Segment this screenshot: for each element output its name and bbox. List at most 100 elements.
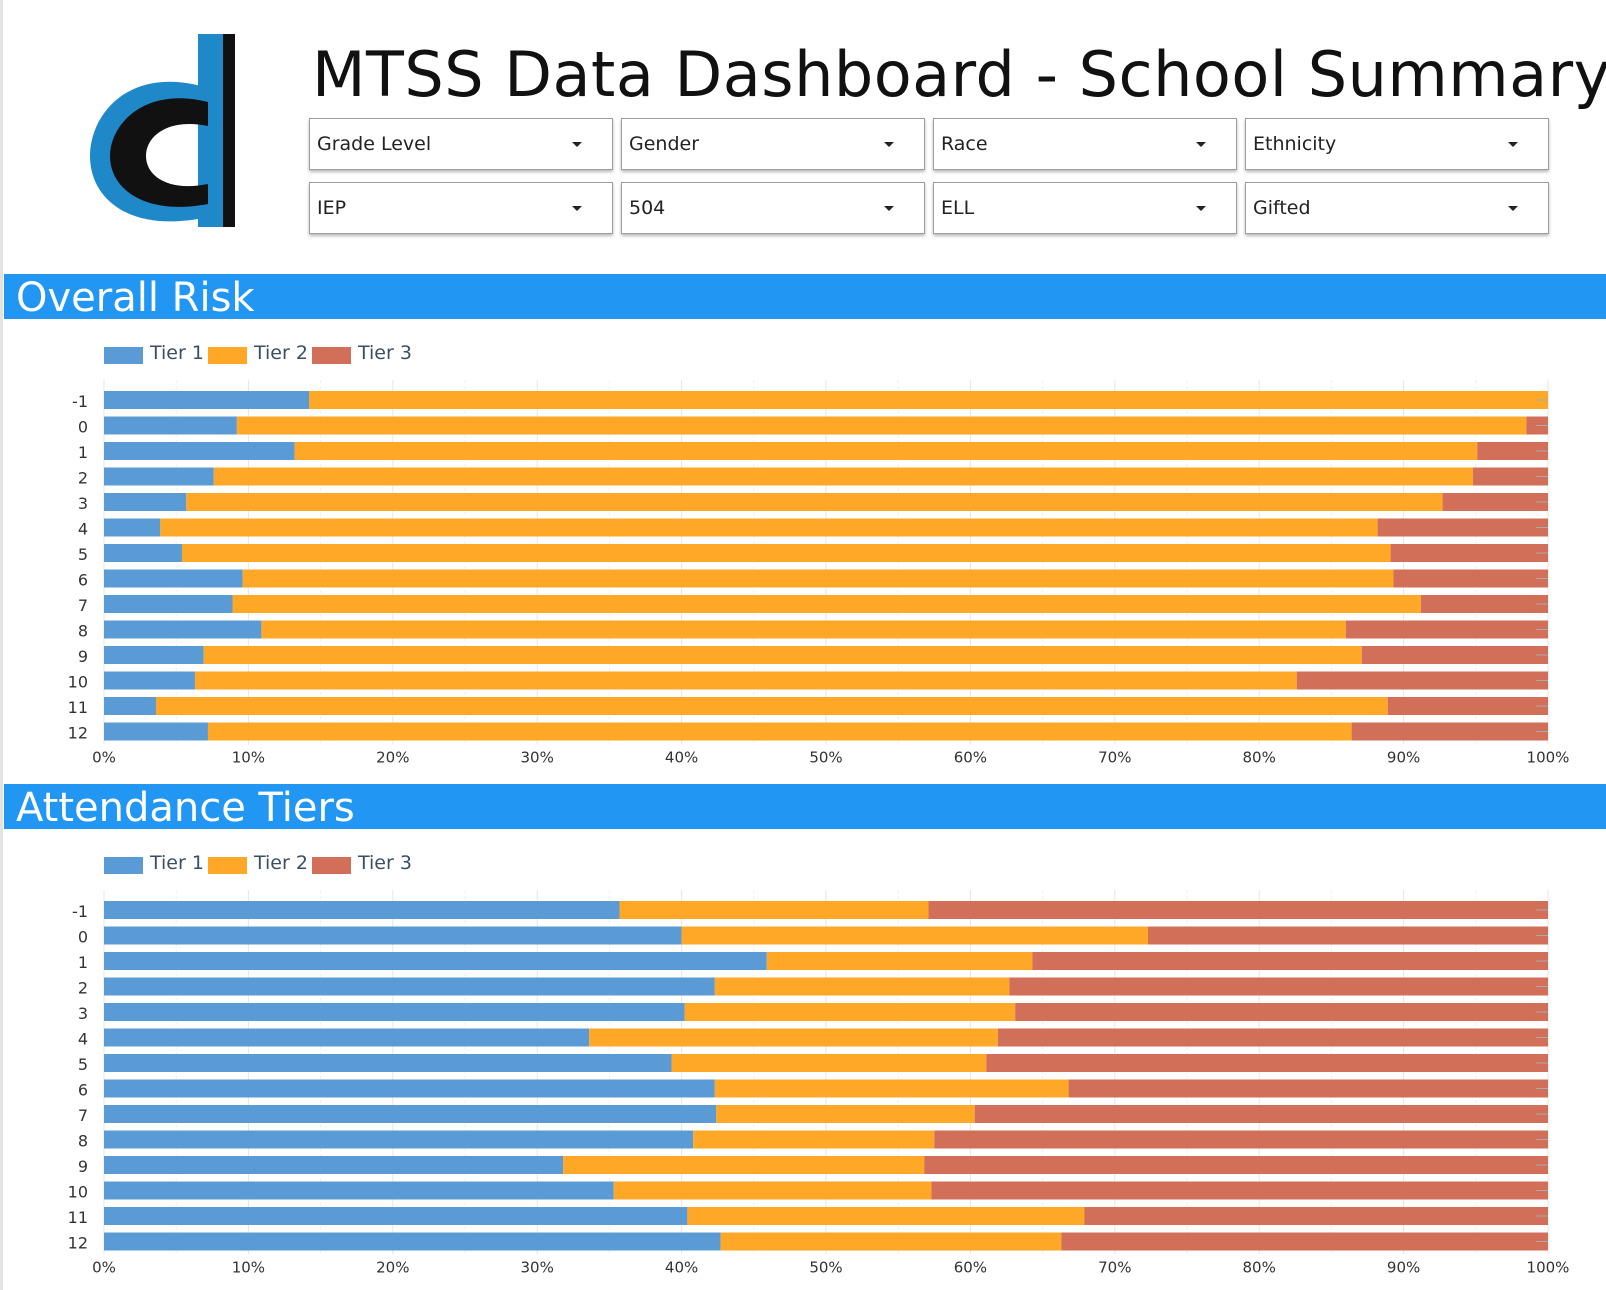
bar-segment[interactable] (213, 467, 1473, 486)
filter-label: Gender (629, 133, 700, 155)
bar-segment[interactable] (155, 697, 1388, 715)
bar-segment[interactable] (194, 671, 1297, 690)
bar-segment[interactable] (309, 391, 1549, 409)
bar-segment[interactable] (986, 1054, 1548, 1072)
bar-segment[interactable] (104, 442, 295, 460)
gender-dropdown[interactable]: Gender (621, 118, 925, 170)
gifted-dropdown[interactable]: Gifted (1245, 182, 1549, 234)
bar-segment[interactable] (1345, 620, 1548, 639)
bar-segment[interactable] (1015, 1003, 1548, 1021)
race-dropdown[interactable]: Race (933, 118, 1237, 170)
bar-segment[interactable] (1387, 697, 1548, 715)
bar-segment[interactable] (1296, 671, 1548, 690)
bar-segment[interactable] (1032, 952, 1548, 970)
bar-segment[interactable] (613, 1181, 932, 1200)
bar-segment[interactable] (974, 1105, 1548, 1123)
bar-segment[interactable] (934, 1130, 1548, 1149)
bar-segment[interactable] (104, 1028, 590, 1047)
bar-segment[interactable] (104, 544, 182, 562)
bar-segment[interactable] (1420, 595, 1548, 613)
bar-segment[interactable] (104, 518, 161, 537)
bar-segment[interactable] (104, 1156, 564, 1174)
bar-segment[interactable] (716, 1105, 975, 1123)
bar-segment[interactable] (232, 595, 1421, 613)
bar-segment[interactable] (104, 1105, 717, 1123)
bar-segment[interactable] (563, 1156, 925, 1174)
ell-dropdown[interactable]: ELL (933, 182, 1237, 234)
caret-down-icon (1508, 142, 1518, 147)
bar-segment[interactable] (1377, 518, 1548, 537)
bar-segment[interactable] (160, 518, 1378, 537)
bar-segment[interactable] (1442, 493, 1548, 511)
bar-segment[interactable] (104, 467, 214, 486)
504-dropdown[interactable]: 504 (621, 182, 925, 234)
bar-segment[interactable] (104, 952, 767, 970)
bar-segment[interactable] (1084, 1207, 1548, 1225)
bar-segment[interactable] (104, 1079, 715, 1098)
bar-segment[interactable] (928, 901, 1548, 919)
category-label: 7 (78, 1106, 88, 1125)
bar-segment[interactable] (766, 952, 1033, 970)
bar-segment[interactable] (104, 1232, 721, 1251)
bar-segment[interactable] (104, 697, 156, 715)
bar-segment[interactable] (181, 544, 1391, 562)
bar-segment[interactable] (104, 722, 208, 741)
bar-segment[interactable] (186, 493, 1443, 511)
bar-segment[interactable] (242, 569, 1394, 588)
bar-segment[interactable] (720, 1232, 1062, 1251)
bar-segment[interactable] (1148, 926, 1548, 945)
overall-risk-chart: -140613119321517131218248170512185619156… (68, 380, 1569, 767)
bar-segment[interactable] (236, 416, 1527, 435)
overall-risk-header: Overall Risk (4, 274, 1606, 321)
bar-segment[interactable] (104, 493, 187, 511)
bar-segment[interactable] (1009, 977, 1548, 996)
ethnicity-dropdown[interactable]: Ethnicity (1245, 118, 1549, 170)
bar-segment[interactable] (671, 1054, 987, 1072)
bar-segment[interactable] (294, 442, 1478, 460)
bar-segment[interactable] (104, 977, 715, 996)
iep-dropdown[interactable]: IEP (309, 182, 613, 234)
bar-segment[interactable] (1061, 1232, 1548, 1251)
filter-label: Ethnicity (1253, 133, 1337, 155)
x-tick-label: 90% (1387, 1259, 1420, 1277)
bar-segment[interactable] (104, 416, 237, 435)
bar-segment[interactable] (104, 569, 243, 588)
bar-segment[interactable] (589, 1028, 998, 1047)
bar-segment[interactable] (104, 1130, 694, 1149)
bar-segment[interactable] (687, 1207, 1085, 1225)
legend-swatch (208, 347, 247, 364)
bar-segment[interactable] (104, 1003, 685, 1021)
bar-segment[interactable] (104, 595, 233, 613)
bar-segment[interactable] (1472, 467, 1548, 486)
bar-segment[interactable] (931, 1181, 1548, 1200)
bar-segment[interactable] (1477, 442, 1548, 460)
bar-segment[interactable] (207, 722, 1352, 741)
x-tick-label: 0% (92, 749, 116, 767)
bar-segment[interactable] (104, 391, 310, 409)
bar-segment[interactable] (203, 646, 1362, 664)
bar-segment[interactable] (1393, 569, 1548, 588)
bar-segment[interactable] (261, 620, 1346, 639)
bar-segment[interactable] (104, 646, 204, 664)
grade-level-dropdown[interactable]: Grade Level (309, 118, 613, 170)
bar-segment[interactable] (681, 926, 1149, 945)
bar-segment[interactable] (104, 926, 682, 945)
bar-segment[interactable] (693, 1130, 935, 1149)
bar-segment[interactable] (1068, 1079, 1548, 1098)
bar-segment[interactable] (104, 1181, 614, 1200)
bar-segment[interactable] (1361, 646, 1548, 664)
bar-segment[interactable] (684, 1003, 1016, 1021)
bar-segment[interactable] (1390, 544, 1548, 562)
bar-segment[interactable] (924, 1156, 1548, 1174)
bar-segment[interactable] (619, 901, 929, 919)
bar-segment[interactable] (714, 1079, 1069, 1098)
bar-segment[interactable] (104, 671, 195, 690)
bar-segment[interactable] (997, 1028, 1548, 1047)
bar-segment[interactable] (104, 620, 262, 639)
bar-segment[interactable] (104, 1054, 672, 1072)
bar-segment[interactable] (104, 901, 620, 919)
bar-segment[interactable] (714, 977, 1010, 996)
filter-label: 504 (629, 197, 666, 219)
bar-segment[interactable] (1351, 722, 1548, 741)
bar-segment[interactable] (104, 1207, 688, 1225)
